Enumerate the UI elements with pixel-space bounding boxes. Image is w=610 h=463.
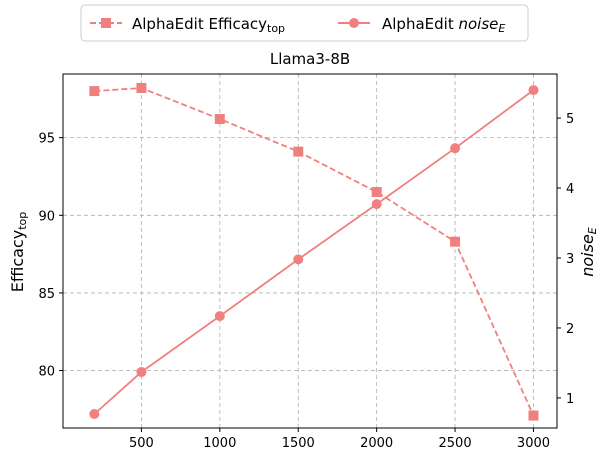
plot-frame [62, 73, 558, 429]
efficacy-data-point [528, 410, 539, 421]
noise-data-point [293, 254, 304, 265]
x-tick-label: 1000 [203, 436, 236, 451]
y-left-axis-label: Efficacytop [8, 212, 29, 292]
y-right-axis-label: noiseE [578, 227, 599, 277]
noise-data-point [528, 85, 539, 96]
efficacy-data-point [371, 187, 382, 197]
y-left-tick-label: 95 [38, 132, 55, 147]
efficacy-data-point [136, 82, 147, 93]
legend-label-efficacy: AlphaEdit Efficacytop [132, 15, 285, 35]
efficacy-data-point [89, 86, 100, 97]
noise-data-point [136, 367, 147, 378]
x-tick-label: 3000 [517, 436, 550, 451]
y-right-tick-label: 2 [566, 322, 574, 337]
efficacy-series-line [94, 87, 535, 416]
noise-data-point [214, 311, 225, 322]
x-tick-label: 1500 [282, 436, 315, 451]
efficacy-data-point [293, 146, 304, 157]
x-tick-label: 2500 [439, 436, 472, 451]
legend-frame [80, 4, 529, 42]
y-right-tick-label: 1 [566, 392, 574, 407]
noise-data-point [89, 409, 100, 420]
y-right-tick-label: 3 [566, 252, 574, 267]
y-left-tick-label: 90 [38, 209, 55, 224]
y-left-tick-label: 85 [38, 287, 55, 302]
x-tick-label: 500 [129, 436, 154, 451]
efficacy-data-point [214, 114, 225, 125]
y-right-tick-label: 5 [566, 112, 574, 127]
legend: AlphaEdit Efficacytop AlphaEdit noiseE [80, 4, 529, 42]
legend-marker-square [101, 18, 111, 28]
noise-series-line [93, 89, 535, 415]
ticks: 500 1000 1500 2000 2500 3000 80 85 90 95 1 2 3 4 5 [38, 112, 574, 451]
noise-data-point [371, 199, 382, 210]
y-left-tick-label: 80 [38, 365, 55, 380]
noise-data-point [450, 143, 461, 154]
chart-title: Llama3-8B [270, 50, 350, 68]
legend-label-noise: AlphaEdit noiseE [382, 15, 505, 35]
series-layer [89, 82, 539, 421]
efficacy-data-point [450, 236, 461, 247]
legend-marker-circle [349, 18, 359, 28]
x-tick-label: 2000 [360, 436, 393, 451]
y-right-tick-label: 4 [566, 182, 574, 197]
